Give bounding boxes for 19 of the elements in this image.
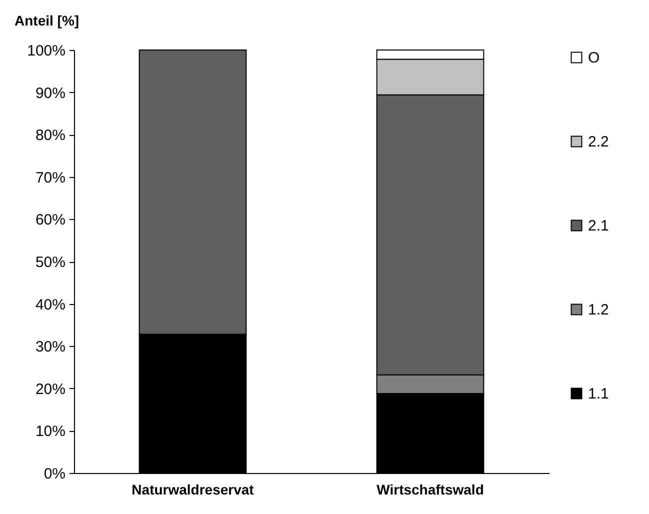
y-axis-title: Anteil [%] bbox=[14, 12, 80, 28]
y-tick-label: 80% bbox=[35, 127, 66, 144]
legend-label: 1.1 bbox=[588, 386, 609, 402]
y-tick-label: 40% bbox=[35, 296, 66, 314]
y-tick-label: 70% bbox=[35, 169, 66, 186]
y-tick-label: 20% bbox=[35, 380, 66, 398]
x-tick-label: Wirtschaftswald bbox=[376, 482, 484, 498]
y-tick-label: 30% bbox=[35, 338, 66, 356]
legend-label: O bbox=[588, 50, 600, 66]
legend-label: 2.1 bbox=[588, 218, 609, 234]
y-tick-label: 100% bbox=[27, 42, 66, 60]
y-tick-label: 90% bbox=[35, 84, 66, 102]
y-tick-label: 10% bbox=[35, 423, 66, 440]
y-tick-label: 60% bbox=[35, 212, 66, 229]
y-tick-label: 50% bbox=[35, 254, 66, 271]
legend-label: 2.2 bbox=[588, 134, 609, 150]
x-tick-label: Naturwaldreservat bbox=[132, 482, 254, 498]
legend-label: 1.2 bbox=[588, 302, 609, 318]
y-tick-label: 0% bbox=[44, 466, 66, 482]
